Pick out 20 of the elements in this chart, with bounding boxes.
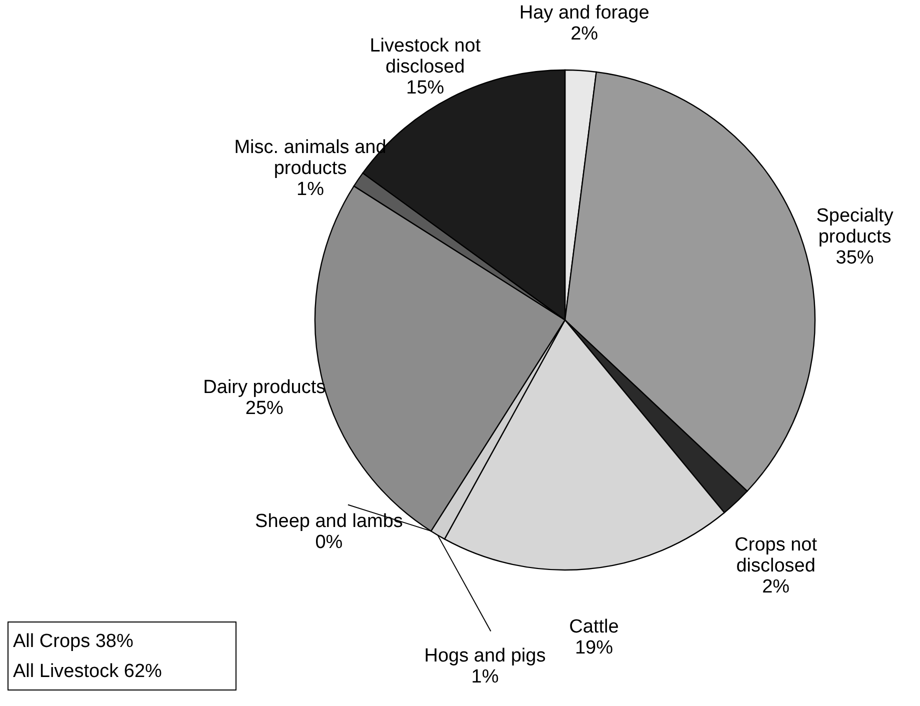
slice-label: Misc. animals and products (234, 136, 386, 179)
slice-label: Cattle (569, 616, 619, 638)
data-label: 1% (471, 666, 499, 688)
data-label: 2% (762, 576, 790, 598)
slice-label: Specialty products (816, 206, 894, 248)
text: All Crops 38% (13, 631, 134, 652)
data-label: 1% (296, 178, 324, 200)
slice-label: Crops not disclosed (734, 534, 818, 577)
text: All Livestock 62% (13, 661, 162, 682)
data-label: 2% (570, 24, 598, 45)
slice-label: Hay and forage (519, 2, 650, 24)
data-label: 25% (245, 398, 284, 420)
slice-label: Livestock not disclosed (370, 36, 482, 78)
data-label: 35% (836, 248, 874, 269)
data-label: 15% (406, 78, 444, 99)
category-label: Sheep and lambs (255, 510, 403, 532)
slice-label: Hogs and pigs (424, 646, 546, 667)
text: 0% (315, 532, 343, 553)
data-label: 19% (574, 638, 614, 659)
slice-label: Dairy products (203, 377, 326, 398)
